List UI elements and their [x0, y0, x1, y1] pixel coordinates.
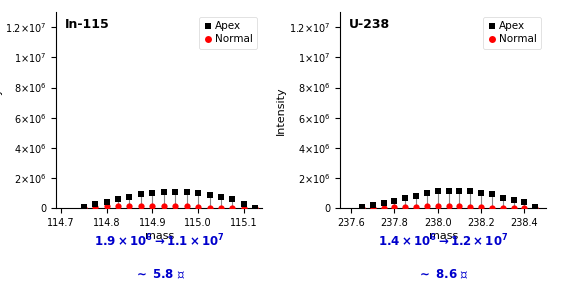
Apex	[445, 189, 452, 193]
Apex	[402, 197, 409, 200]
Apex	[413, 194, 419, 198]
Normal	[172, 204, 178, 207]
Normal	[206, 206, 213, 209]
Apex	[521, 201, 528, 204]
Normal	[240, 207, 247, 210]
Normal	[126, 204, 133, 207]
Apex	[499, 196, 506, 200]
Apex	[510, 198, 517, 202]
Normal	[402, 205, 409, 209]
Apex	[369, 203, 376, 207]
Normal	[423, 205, 430, 208]
Apex	[467, 190, 473, 193]
Normal	[521, 207, 528, 210]
Apex	[137, 193, 144, 196]
Line: Apex: Apex	[359, 187, 538, 210]
Text: $\mathbf{\sim}$ $\mathbf{8.6}$ 배: $\mathbf{\sim}$ $\mathbf{8.6}$ 배	[418, 268, 469, 281]
Line: Apex: Apex	[81, 189, 258, 211]
Line: Normal: Normal	[359, 203, 538, 212]
Apex	[478, 191, 485, 195]
Normal	[115, 204, 122, 208]
Apex	[115, 197, 122, 201]
Normal	[369, 207, 376, 210]
Normal	[413, 205, 419, 208]
Line: Normal: Normal	[81, 203, 258, 212]
Normal	[478, 205, 485, 209]
Apex	[184, 190, 190, 194]
Y-axis label: Intensity: Intensity	[276, 86, 287, 134]
Normal	[160, 204, 167, 207]
Normal	[229, 207, 236, 210]
Apex	[81, 205, 87, 209]
Legend: Apex, Normal: Apex, Normal	[483, 17, 541, 49]
Normal	[489, 206, 495, 209]
Normal	[92, 206, 99, 209]
Apex	[456, 189, 463, 193]
Normal	[532, 207, 539, 210]
X-axis label: mass: mass	[428, 231, 458, 241]
Apex	[103, 200, 110, 204]
Apex	[206, 193, 213, 196]
Normal	[81, 206, 87, 210]
Apex	[532, 205, 539, 209]
Normal	[380, 206, 387, 210]
Normal	[391, 206, 398, 209]
Normal	[499, 206, 506, 210]
Normal	[456, 205, 463, 208]
Apex	[391, 199, 398, 202]
Apex	[359, 206, 365, 209]
Apex	[217, 195, 224, 198]
Apex	[423, 191, 430, 195]
Normal	[467, 205, 473, 209]
Apex	[92, 203, 99, 206]
Normal	[435, 205, 441, 208]
Apex	[489, 192, 495, 195]
X-axis label: mass: mass	[145, 231, 174, 241]
Normal	[184, 204, 190, 208]
Apex	[380, 201, 387, 205]
Y-axis label: Intensity: Intensity	[0, 86, 2, 134]
Legend: Apex, Normal: Apex, Normal	[199, 17, 257, 49]
Normal	[103, 204, 110, 208]
Normal	[510, 207, 517, 210]
Apex	[229, 197, 236, 201]
Text: U-238: U-238	[348, 18, 390, 31]
Apex	[195, 191, 202, 195]
Apex	[126, 195, 133, 198]
Apex	[252, 206, 258, 209]
Apex	[240, 202, 247, 206]
Normal	[149, 204, 156, 207]
Normal	[217, 207, 224, 210]
Apex	[435, 190, 441, 193]
Text: $\mathbf{\sim}$ $\mathbf{5.8}$ 배: $\mathbf{\sim}$ $\mathbf{5.8}$ 배	[133, 268, 185, 281]
Normal	[195, 205, 202, 209]
Normal	[137, 204, 144, 207]
Apex	[160, 190, 167, 194]
Text: $\mathbf{1.9 \times 10^6}$$\mathbf{\rightarrow}$$\mathbf{1.1 \times 10^7}$: $\mathbf{1.9 \times 10^6}$$\mathbf{\righ…	[94, 233, 225, 250]
Normal	[252, 207, 258, 210]
Apex	[172, 190, 178, 193]
Normal	[445, 205, 452, 208]
Text: $\mathbf{1.4 \times 10^6}$$\mathbf{\rightarrow}$$\mathbf{1.2 \times 10^7}$: $\mathbf{1.4 \times 10^6}$$\mathbf{\righ…	[378, 233, 508, 250]
Text: In-115: In-115	[65, 18, 109, 31]
Apex	[149, 191, 156, 195]
Normal	[359, 207, 365, 210]
